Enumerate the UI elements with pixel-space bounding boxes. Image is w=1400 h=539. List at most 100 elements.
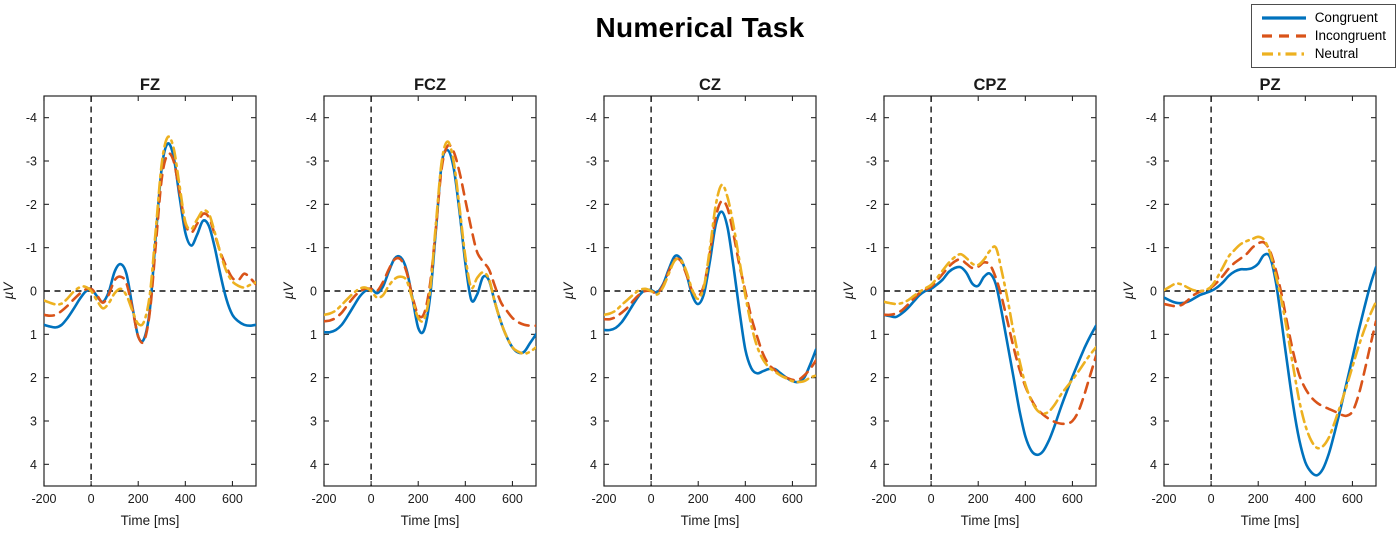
- x-axis-label: Time [ms]: [961, 513, 1020, 528]
- x-tick-label: 0: [648, 492, 655, 506]
- y-tick-label: 2: [870, 371, 877, 385]
- x-tick-label: 200: [128, 492, 149, 506]
- x-tick-label: 0: [1208, 492, 1215, 506]
- trace-congruent: [884, 265, 1096, 457]
- subplot-cz: -200 0 200 400 600 -4 -3 -2 -1 0 1 2 3 4 CZ Time [ms] µV: [561, 76, 817, 528]
- y-axis-label: µV: [841, 281, 856, 300]
- x-tick-label: 0: [368, 492, 375, 506]
- subplot-title: FZ: [140, 76, 160, 94]
- y-tick-label: 3: [310, 415, 317, 429]
- y-tick-label: -1: [26, 241, 37, 255]
- legend: Congruent Incongruent Neutral: [1250, 4, 1396, 68]
- y-tick-label: 3: [590, 415, 597, 429]
- x-tick-label: 0: [88, 492, 95, 506]
- y-tick-label: -4: [26, 111, 37, 125]
- x-axis-label: Time [ms]: [681, 513, 740, 528]
- y-tick-label: -4: [586, 111, 597, 125]
- y-tick-label: 1: [870, 328, 877, 342]
- legend-item-congruent: Congruent: [1260, 10, 1386, 25]
- trace-incongruent: [1164, 240, 1376, 418]
- trace-neutral: [884, 245, 1096, 415]
- y-tick-label: -4: [1146, 111, 1157, 125]
- y-tick-label: -2: [306, 198, 317, 212]
- y-tick-label: 2: [590, 371, 597, 385]
- y-tick-label: 0: [590, 285, 597, 299]
- y-tick-label: 0: [30, 285, 37, 299]
- x-tick-label: 200: [408, 492, 429, 506]
- y-tick-label: 1: [590, 328, 597, 342]
- y-axis-label: µV: [1, 281, 16, 300]
- x-axis-label: Time [ms]: [1241, 513, 1300, 528]
- subplot-title: PZ: [1259, 76, 1280, 94]
- y-tick-label: -3: [306, 155, 317, 169]
- y-tick-label: -1: [306, 241, 317, 255]
- trace-neutral: [1164, 235, 1376, 450]
- subplot-title: CPZ: [974, 76, 1007, 94]
- y-tick-label: 0: [1150, 285, 1157, 299]
- y-tick-label: -4: [866, 111, 877, 125]
- y-tick-label: 3: [870, 415, 877, 429]
- x-tick-label: 200: [968, 492, 989, 506]
- y-tick-label: 1: [310, 328, 317, 342]
- x-tick-label: 400: [455, 492, 476, 506]
- subplot-title: FCZ: [414, 76, 446, 94]
- x-tick-label: -200: [1151, 492, 1176, 506]
- legend-item-incongruent: Incongruent: [1260, 28, 1386, 43]
- x-tick-label: 600: [502, 492, 523, 506]
- y-tick-label: 2: [1150, 371, 1157, 385]
- x-tick-label: 200: [1248, 492, 1269, 506]
- x-tick-label: 600: [1062, 492, 1083, 506]
- x-tick-label: 600: [222, 492, 243, 506]
- trace-incongruent: [44, 152, 256, 345]
- trace-neutral: [604, 183, 816, 384]
- y-tick-label: -3: [1146, 155, 1157, 169]
- subplot-fz: -200 0 200 400 600 -4 -3 -2 -1 0 1 2 3 4 FZ Time [ms] µV: [1, 76, 257, 528]
- x-tick-label: -200: [311, 492, 336, 506]
- y-tick-label: 4: [310, 458, 317, 472]
- x-axis-label: Time [ms]: [121, 513, 180, 528]
- y-tick-label: -2: [586, 198, 597, 212]
- y-tick-label: 3: [30, 415, 37, 429]
- trace-congruent: [44, 142, 256, 343]
- trace-neutral: [44, 135, 256, 327]
- y-tick-label: 1: [1150, 328, 1157, 342]
- trace-neutral: [324, 140, 536, 356]
- y-tick-label: -3: [26, 155, 37, 169]
- y-tick-label: 3: [1150, 415, 1157, 429]
- y-tick-label: 0: [310, 285, 317, 299]
- x-tick-label: 600: [782, 492, 803, 506]
- trace-incongruent: [604, 199, 816, 382]
- congruent-line-sample-icon: [1261, 15, 1306, 20]
- y-tick-label: -1: [1146, 241, 1157, 255]
- legend-label: Incongruent: [1314, 28, 1386, 43]
- figure-title: Numerical Task: [595, 12, 805, 43]
- x-tick-label: 400: [735, 492, 756, 506]
- y-tick-label: -1: [866, 241, 877, 255]
- x-tick-label: 0: [928, 492, 935, 506]
- y-axis-label: µV: [1121, 281, 1136, 300]
- x-tick-label: -200: [31, 492, 56, 506]
- y-axis-label: µV: [281, 281, 296, 300]
- y-tick-label: 4: [590, 458, 597, 472]
- x-tick-label: 200: [688, 492, 709, 506]
- y-tick-label: 4: [30, 458, 37, 472]
- legend-item-neutral: Neutral: [1260, 46, 1386, 61]
- y-tick-label: -2: [1146, 198, 1157, 212]
- subplot-pz: -200 0 200 400 600 -4 -3 -2 -1 0 1 2 3 4 PZ Time [ms] µV: [1121, 76, 1377, 528]
- x-tick-label: 400: [175, 492, 196, 506]
- neutral-line-sample-icon: [1261, 51, 1306, 56]
- x-tick-label: 600: [1342, 492, 1363, 506]
- x-tick-label: 400: [1295, 492, 1316, 506]
- x-tick-label: 400: [1015, 492, 1036, 506]
- y-tick-label: 4: [1150, 458, 1157, 472]
- subplot-cpz: -200 0 200 400 600 -4 -3 -2 -1 0 1 2 3 4 CPZ Time [ms] µ…: [841, 76, 1097, 528]
- trace-incongruent: [884, 258, 1096, 426]
- x-tick-label: -200: [871, 492, 896, 506]
- subplot-title: CZ: [699, 76, 721, 94]
- y-tick-label: -3: [866, 155, 877, 169]
- y-tick-label: -2: [26, 198, 37, 212]
- x-axis-label: Time [ms]: [401, 513, 460, 528]
- y-tick-label: 1: [30, 328, 37, 342]
- y-tick-label: 4: [870, 458, 877, 472]
